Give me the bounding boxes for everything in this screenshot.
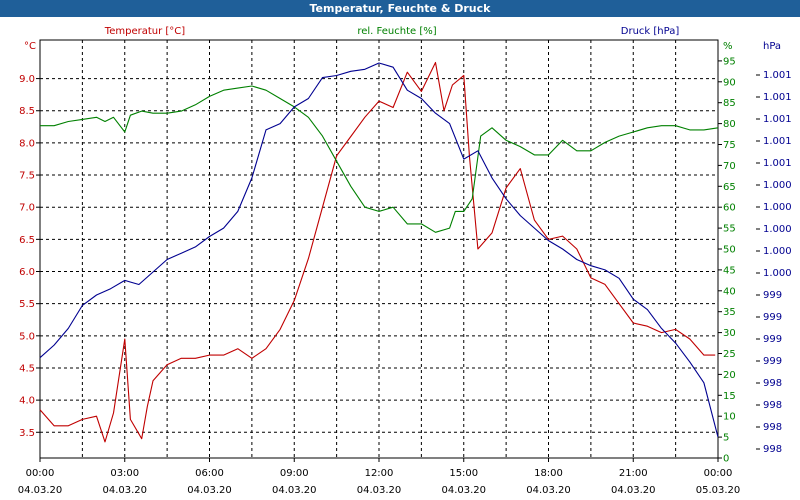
left-tick-label: 3.5	[19, 428, 35, 439]
left-tick-label: 5.5	[19, 299, 35, 310]
grid-lines	[40, 40, 718, 458]
x-tick-time-label: 21:00	[619, 468, 648, 479]
pressure-tick-label: 999	[763, 290, 782, 301]
right-tick-label: 0	[723, 454, 729, 465]
x-tick-date-label: 04.03.20	[611, 485, 656, 496]
legend-entry-0: Temperatur [°C]	[104, 26, 185, 37]
x-tick-date-label: 04.03.20	[187, 485, 232, 496]
pressure-tick-label: 1.001	[763, 158, 792, 169]
x-tick-date-label: 04.03.20	[441, 485, 486, 496]
x-tick-date-label: 04.03.20	[18, 485, 63, 496]
pressure-tick-label: 999	[763, 334, 782, 345]
right-tick-label: 90	[723, 77, 736, 88]
pressure-tick-label: 998	[763, 378, 782, 389]
right-tick-label: 95	[723, 56, 736, 67]
left-axis-unit: °C	[24, 41, 36, 52]
x-tick-date-label: 04.03.20	[357, 485, 402, 496]
pressure-tick-label: 999	[763, 356, 782, 367]
right-tick-label: 65	[723, 182, 736, 193]
right-tick-label: 50	[723, 245, 736, 256]
pressure-tick-label: 1.000	[763, 224, 792, 235]
left-axis: 9.0 8.5 8.0 7.5 7.0 6.5 6.0 5.5 5.0 4.5 4.0 3.5 °C	[19, 41, 40, 439]
left-tick-label: 8.5	[19, 106, 35, 117]
pressure-axis-unit: hPa	[763, 41, 781, 52]
left-tick-label: 9.0	[19, 74, 35, 85]
left-tick-label: 7.0	[19, 203, 35, 214]
x-tick-time-label: 03:00	[110, 468, 139, 479]
right-tick-label: 45	[723, 265, 736, 276]
pressure-tick-label: 1.001	[763, 92, 792, 103]
left-tick-label: 7.5	[19, 171, 35, 182]
right-tick-label: 10	[723, 412, 736, 423]
series-line-0	[39, 61, 716, 443]
x-tick-time-label: 18:00	[534, 468, 563, 479]
left-tick-label: 5.0	[19, 331, 35, 342]
right-tick-label: 5	[723, 433, 729, 444]
right-tick-label: 40	[723, 286, 736, 297]
left-tick-label: 6.5	[19, 235, 35, 246]
x-tick-time-label: 15:00	[449, 468, 478, 479]
right-tick-label: 75	[723, 140, 736, 151]
series-line-2	[39, 62, 719, 438]
x-tick-date-label: 04.03.20	[102, 485, 147, 496]
x-axis: 00:00 04.03.20 03:00 04.03.20 06:00 04.03.20 0…	[18, 458, 741, 496]
right-tick-label: 20	[723, 370, 736, 381]
pressure-axis: hPa 1.001 1.001 1.001 1.001 1.001 1.000 1.000 1.…	[756, 41, 792, 455]
pressure-tick-label: 1.000	[763, 202, 792, 213]
left-tick-label: 4.5	[19, 363, 35, 374]
pressure-tick-label: 1.000	[763, 246, 792, 257]
chart-title: Temperatur, Feuchte & Druck	[0, 0, 800, 17]
right-tick-label: 55	[723, 224, 736, 235]
x-tick-time-label: 09:00	[280, 468, 309, 479]
legend-entry-2: Druck [hPa]	[621, 26, 680, 37]
pressure-tick-label: 1.001	[763, 136, 792, 147]
right-tick-label: 60	[723, 203, 736, 214]
right-tick-label: 35	[723, 307, 736, 318]
right-tick-label: 80	[723, 119, 736, 130]
pressure-tick-label: 1.000	[763, 268, 792, 279]
pressure-tick-label: 998	[763, 444, 782, 455]
right-axis-unit: %	[723, 41, 733, 52]
pressure-tick-label: 1.000	[763, 180, 792, 191]
series-line-1	[40, 85, 719, 233]
right-tick-label: 30	[723, 328, 736, 339]
right-tick-label: 85	[723, 98, 736, 109]
x-tick-date-label: 04.03.20	[526, 485, 571, 496]
legend-entry-1: rel. Feuchte [%]	[357, 26, 436, 37]
left-tick-label: 6.0	[19, 267, 35, 278]
series-layer	[39, 61, 719, 443]
right-tick-label: 15	[723, 391, 736, 402]
pressure-tick-label: 998	[763, 400, 782, 411]
pressure-tick-label: 1.001	[763, 70, 792, 81]
x-tick-date-label: 05.03.20	[696, 485, 741, 496]
right-tick-label: 70	[723, 161, 736, 172]
legend: Temperatur [°C] rel. Feuchte [%] Druck [hP…	[104, 26, 680, 37]
x-tick-date-label: 04.03.20	[272, 485, 317, 496]
left-tick-label: 8.0	[19, 138, 35, 149]
pressure-tick-label: 998	[763, 422, 782, 433]
x-tick-time-label: 06:00	[195, 468, 224, 479]
x-tick-time-label: 00:00	[704, 468, 733, 479]
left-tick-label: 4.0	[19, 396, 35, 407]
x-tick-time-label: 12:00	[365, 468, 394, 479]
x-tick-time-label: 00:00	[26, 468, 55, 479]
right-tick-label: 25	[723, 349, 736, 360]
pressure-tick-label: 1.001	[763, 114, 792, 125]
pressure-tick-label: 999	[763, 312, 782, 323]
